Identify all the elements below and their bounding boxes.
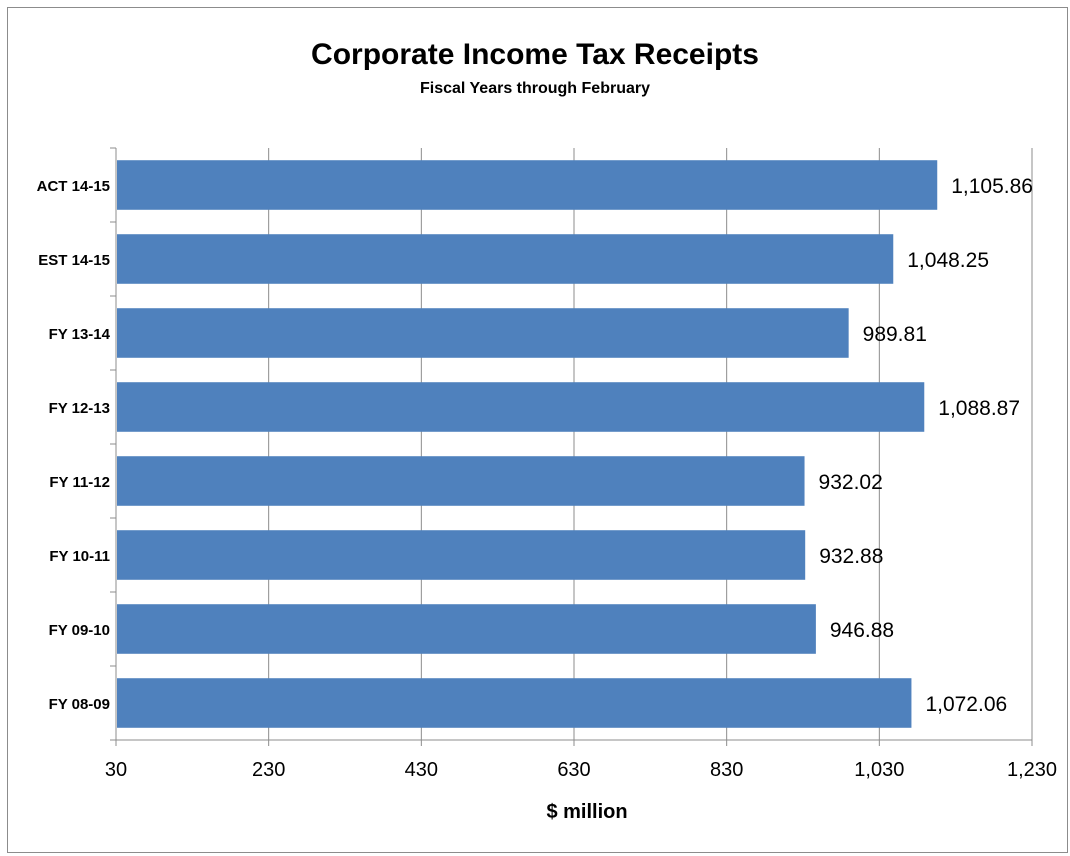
data-label: 1,105.86 (951, 175, 1033, 198)
category-label: FY 11-12 (49, 474, 110, 491)
category-label: FY 10-11 (49, 548, 110, 565)
data-label: 1,088.87 (938, 397, 1020, 420)
bar (117, 678, 912, 728)
data-label: 1,072.06 (925, 693, 1007, 716)
bar (117, 604, 816, 654)
data-label: 989.81 (863, 323, 927, 346)
x-tick-label: 830 (710, 759, 743, 781)
category-label: EST 14-15 (38, 252, 110, 269)
x-axis-title: $ million (546, 801, 627, 823)
bar (117, 234, 894, 284)
x-tick-label: 430 (405, 759, 438, 781)
category-label: ACT 14-15 (37, 178, 110, 195)
x-tick-label: 1,230 (1007, 759, 1057, 781)
data-label: 1,048.25 (907, 249, 989, 272)
bar (117, 530, 806, 580)
chart-subtitle: Fiscal Years through February (419, 80, 650, 97)
bar (117, 456, 805, 506)
category-label: FY 12-13 (49, 400, 110, 417)
bars (117, 160, 938, 728)
category-label: FY 08-09 (49, 696, 110, 713)
data-label: 932.02 (819, 471, 883, 494)
x-tick-label: 1,030 (854, 759, 904, 781)
x-tick-label: 630 (557, 759, 590, 781)
data-label: 946.88 (830, 619, 894, 642)
x-tick-label: 30 (105, 759, 127, 781)
category-label: FY 09-10 (49, 622, 110, 639)
x-tick-label: 230 (252, 759, 285, 781)
bar (117, 308, 849, 358)
axes (110, 147, 1033, 746)
chart-title: Corporate Income Tax Receipts (311, 38, 759, 71)
bar (117, 160, 938, 210)
category-label: FY 13-14 (49, 326, 111, 343)
data-label: 932.88 (819, 545, 883, 568)
labels: 30 230 430 630 830 1,030 1,230 ACT 14-15 1,105.8… (37, 175, 1057, 781)
bar (117, 382, 925, 432)
